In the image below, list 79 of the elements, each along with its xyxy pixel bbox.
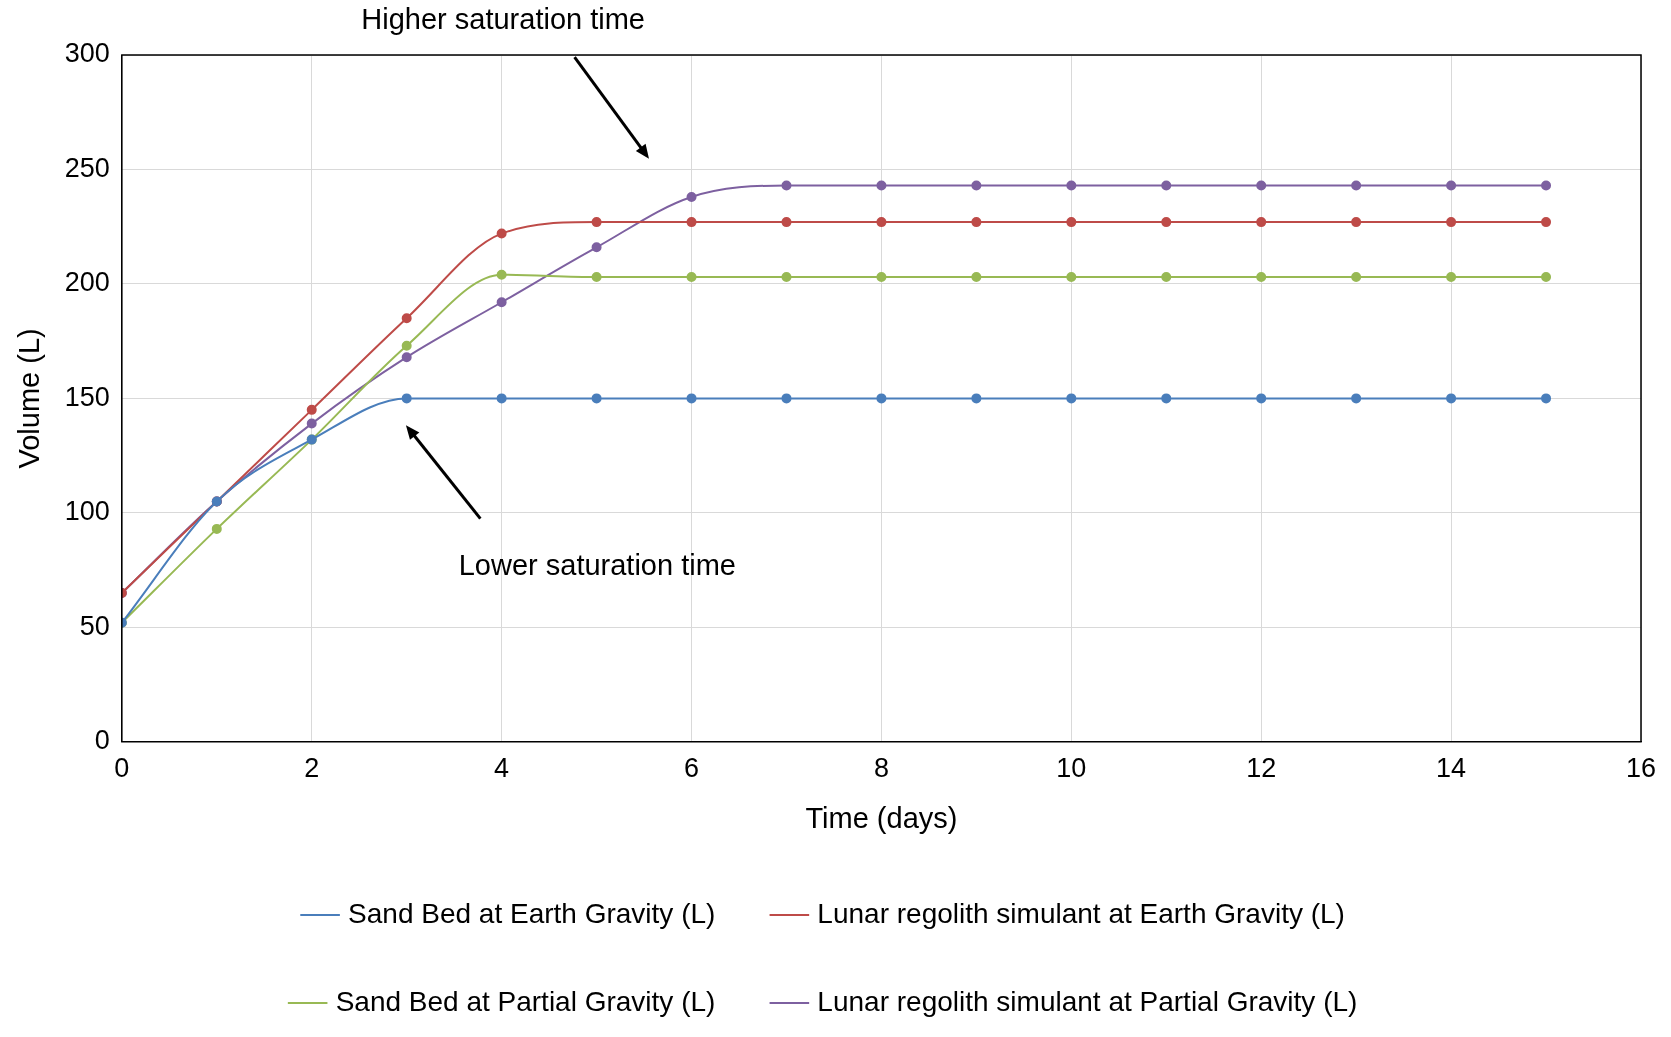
- point: [1446, 217, 1457, 228]
- legend-label: Lunar regolith simulant at Earth Gravity (L): [817, 897, 1345, 929]
- y-tick-label: 250: [64, 152, 110, 183]
- point: [1161, 272, 1172, 283]
- legend-label: Lunar regolith simulant at Partial Gravity (L): [817, 985, 1358, 1017]
- x-tick-label: 0: [114, 753, 130, 784]
- point: [1256, 272, 1267, 283]
- point: [496, 393, 507, 404]
- point: [401, 352, 412, 363]
- annotation: Lower saturation time: [458, 548, 736, 581]
- point: [1446, 393, 1457, 404]
- x-tick-label: 12: [1246, 753, 1277, 784]
- point: [401, 393, 412, 404]
- point: [781, 393, 792, 404]
- y-tick-label: 0: [94, 725, 110, 756]
- point: [1256, 217, 1267, 228]
- point: [401, 340, 412, 351]
- point: [1541, 180, 1552, 191]
- y-tick-label: 150: [64, 381, 110, 412]
- x-tick-label: 6: [684, 753, 700, 784]
- point: [781, 217, 792, 228]
- y-tick-label: 50: [79, 610, 110, 641]
- point: [1351, 217, 1362, 228]
- legend-label: Sand Bed at Partial Gravity (L): [335, 985, 716, 1017]
- text: Higher saturation time: [361, 3, 645, 36]
- point: [1256, 180, 1267, 191]
- x-tick-label: 2: [304, 753, 320, 784]
- point: [1446, 272, 1457, 283]
- point: [211, 523, 222, 534]
- point: [686, 272, 697, 283]
- point: [971, 217, 982, 228]
- point: [1541, 272, 1552, 283]
- point: [971, 272, 982, 283]
- point: [1066, 180, 1077, 191]
- y-tick-label: 100: [64, 496, 110, 527]
- point: [686, 393, 697, 404]
- point: [496, 297, 507, 308]
- point: [401, 313, 412, 324]
- y-tick-label: 300: [64, 38, 110, 69]
- point: [306, 404, 317, 415]
- point: [1541, 393, 1552, 404]
- y-tick-label: 200: [64, 267, 110, 298]
- point: [876, 217, 887, 228]
- point: [971, 393, 982, 404]
- point: [591, 393, 602, 404]
- point: [1161, 393, 1172, 404]
- point: [1541, 217, 1552, 228]
- y-axis-title: Volume (L): [13, 328, 46, 469]
- point: [1161, 217, 1172, 228]
- x-tick-label: 4: [494, 753, 510, 784]
- x-tick-label: 16: [1625, 753, 1657, 784]
- point: [1256, 393, 1267, 404]
- point: [781, 180, 792, 191]
- point: [1066, 272, 1077, 283]
- point: [1161, 180, 1172, 191]
- point: [496, 228, 507, 239]
- point: [876, 272, 887, 283]
- point: [591, 272, 602, 283]
- point: [1066, 217, 1077, 228]
- point: [1446, 180, 1457, 191]
- point: [1351, 393, 1362, 404]
- point: [306, 418, 317, 429]
- x-tick-label: 14: [1436, 753, 1467, 784]
- point: [971, 180, 982, 191]
- point: [591, 242, 602, 253]
- point: [591, 217, 602, 228]
- legend-label: Sand Bed at Earth Gravity (L): [348, 897, 716, 929]
- x-axis-title: Time (days): [805, 801, 958, 834]
- point: [1351, 180, 1362, 191]
- point: [686, 191, 697, 202]
- point: [781, 272, 792, 283]
- x-tick-label: 10: [1056, 753, 1087, 784]
- point: [496, 269, 507, 280]
- x-tick-label: 8: [873, 753, 889, 784]
- point: [1351, 272, 1362, 283]
- point: [1066, 393, 1077, 404]
- point: [686, 217, 697, 228]
- point: [876, 393, 887, 404]
- point: [876, 180, 887, 191]
